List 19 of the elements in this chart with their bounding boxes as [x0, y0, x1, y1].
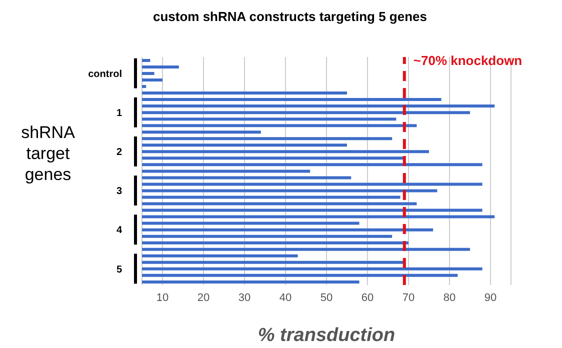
x-tick-label: 50 [320, 292, 333, 304]
x-tick-label: 40 [279, 292, 292, 304]
x-tick-label: 20 [197, 292, 210, 304]
y-tick-label: 3 [116, 186, 122, 198]
y-tick-label: control [88, 68, 122, 80]
x-tick-label: 30 [238, 292, 251, 304]
y-tick-label: 2 [116, 147, 122, 158]
y-tick-label: 4 [116, 225, 122, 236]
y-tick-label: 1 [116, 108, 122, 119]
x-tick-label: 80 [443, 292, 456, 304]
x-tick-label: 70 [402, 292, 415, 304]
x-tick-label: 90 [484, 292, 497, 304]
x-axis-title: % transduction [258, 325, 396, 346]
chart-title: custom shRNA constructs targeting 5 genes [152, 9, 428, 24]
y-tick-label: 5 [116, 264, 122, 276]
x-tick-label: 60 [361, 292, 374, 304]
ref-line-label: ~70% knockdown [413, 53, 522, 68]
y-axis-title: shRNA target genes [20, 122, 76, 185]
x-tick-label: 10 [156, 292, 169, 304]
